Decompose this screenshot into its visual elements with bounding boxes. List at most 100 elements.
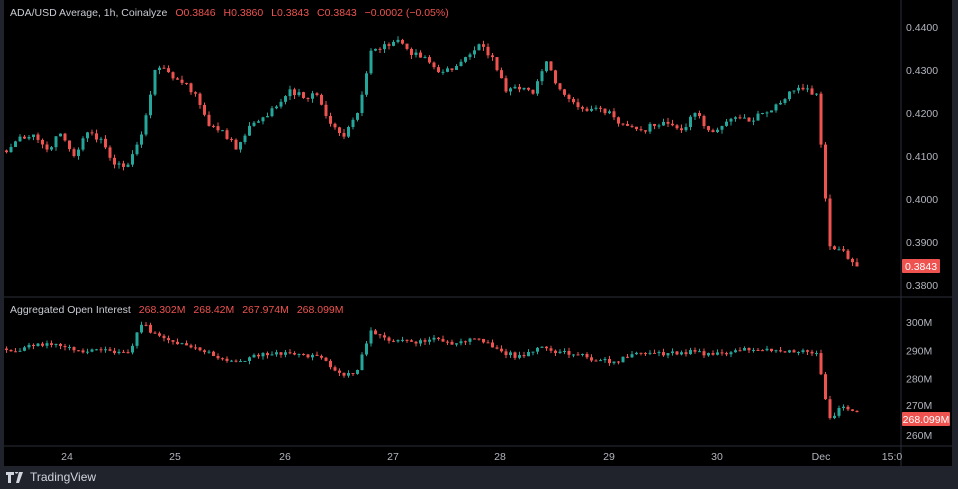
candle	[711, 128, 715, 133]
candle-body	[585, 354, 589, 358]
price-legend[interactable]: ADA/USD Average, 1h, Coinalyze O0.3846 H…	[10, 7, 454, 19]
candle	[203, 349, 206, 355]
candle	[752, 117, 755, 126]
candle	[414, 340, 418, 347]
oi-legend[interactable]: Aggregated Open Interest 268.302M 268.42…	[10, 304, 349, 316]
candle-body	[41, 139, 44, 145]
candle-body	[45, 343, 49, 346]
candle-body	[450, 341, 454, 345]
candle	[243, 360, 247, 362]
candle	[167, 65, 170, 73]
candle-body	[239, 361, 242, 363]
candle	[545, 61, 548, 73]
candle-body	[837, 249, 841, 251]
candle	[725, 351, 728, 357]
candle	[234, 138, 238, 150]
candle-body	[324, 357, 328, 361]
candle-body	[23, 347, 26, 351]
price-axis[interactable]: 0.4400 0.4300 0.4200 0.4100 0.4000 0.3900 0.38…	[906, 22, 938, 292]
candle	[464, 56, 467, 64]
candle-body	[671, 123, 674, 126]
candle	[315, 92, 319, 97]
candle	[32, 134, 35, 141]
candle	[450, 339, 454, 345]
candle	[635, 126, 638, 132]
candle	[819, 349, 823, 376]
candle-body	[437, 67, 440, 73]
candle	[810, 85, 814, 95]
candle	[135, 141, 139, 156]
candle-body	[153, 70, 157, 95]
candle	[140, 131, 143, 148]
candle	[770, 348, 773, 353]
candle-body	[392, 340, 395, 342]
axis-tick-label: 290M	[906, 345, 932, 357]
candle-body	[590, 357, 593, 361]
candle-body	[549, 348, 553, 351]
candle-body	[504, 351, 508, 356]
candle-body	[545, 61, 548, 72]
close-value: C0.3843	[317, 7, 357, 19]
candle	[788, 91, 791, 102]
candle	[581, 353, 584, 357]
candle	[437, 64, 440, 74]
time-tick-label: 28	[494, 451, 506, 463]
candle	[518, 84, 521, 93]
candle-body	[198, 347, 202, 351]
candle-body	[437, 337, 440, 339]
candle	[221, 129, 224, 132]
tradingview-icon	[6, 471, 23, 483]
candle-body	[162, 335, 166, 339]
candle-body	[734, 117, 737, 119]
candle	[702, 348, 706, 359]
candle-body	[351, 373, 355, 375]
candle-body	[797, 87, 800, 91]
candle-body	[725, 353, 728, 355]
candle	[729, 117, 733, 126]
candle	[716, 127, 719, 134]
candle-body	[5, 150, 8, 153]
candle-body	[684, 352, 688, 355]
candle	[725, 119, 728, 127]
candle	[671, 348, 674, 356]
candle	[189, 343, 193, 349]
candle	[846, 405, 850, 412]
candle	[846, 248, 850, 260]
axis-tick-label: 0.4100	[906, 151, 938, 163]
tradingview-logo[interactable]: TradingView	[6, 470, 96, 484]
candle-body	[162, 67, 166, 69]
candle-body	[545, 346, 548, 349]
candle-body	[131, 154, 134, 165]
candle-body	[248, 125, 251, 136]
candle-body	[81, 138, 85, 150]
candle	[225, 356, 229, 363]
candle	[653, 349, 656, 354]
candle	[455, 64, 458, 71]
brand-name: TradingView	[30, 470, 97, 484]
candle	[333, 122, 337, 130]
candle	[239, 358, 242, 363]
chart-frame[interactable]	[4, 0, 952, 466]
candle-body	[590, 108, 593, 111]
candle	[320, 354, 323, 360]
candle-body	[432, 62, 436, 68]
candle	[207, 349, 211, 354]
candle	[369, 327, 373, 347]
candle	[108, 145, 112, 161]
candle-body	[203, 104, 206, 115]
candle-body	[626, 123, 629, 126]
candle-body	[374, 330, 377, 335]
candle	[828, 194, 832, 250]
candle	[855, 258, 859, 267]
oi-axis[interactable]: 300M 290M 280M 270M 260M	[906, 317, 932, 442]
candle	[32, 343, 35, 350]
symbol-title: ADA/USD Average, 1h, Coinalyze	[10, 7, 168, 19]
candle	[9, 349, 13, 352]
candle-body	[410, 48, 413, 55]
candle	[837, 405, 841, 418]
candle	[675, 124, 679, 130]
time-axis[interactable]: 24 25 26 27 28 29 30 Dec 15:0	[61, 451, 902, 463]
candle	[765, 111, 769, 118]
chart-canvas[interactable]: 0.4400 0.4300 0.4200 0.4100 0.4000 0.3900 0.38…	[0, 0, 958, 466]
candle	[549, 61, 553, 71]
